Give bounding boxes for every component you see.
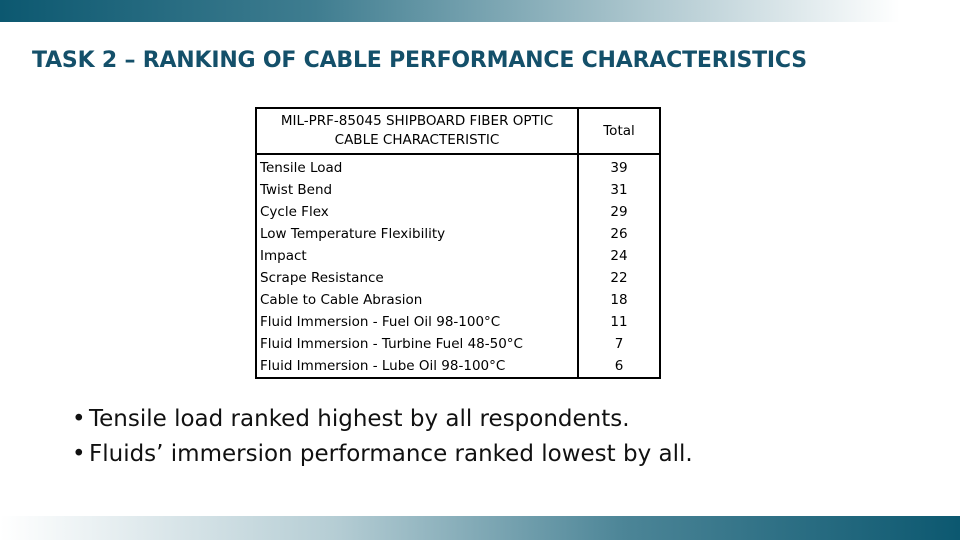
table-row: Scrape Resistance 22	[255, 267, 661, 289]
table-header-row: MIL-PRF-85045 SHIPBOARD FIBER OPTIC CABL…	[255, 107, 661, 155]
table-row: Impact 24	[255, 245, 661, 267]
bullet-dot-icon: •	[72, 441, 86, 467]
row-characteristic: Fluid Immersion - Fuel Oil 98-100°C	[255, 311, 579, 333]
row-characteristic: Tensile Load	[255, 154, 579, 179]
top-gradient-bar	[0, 0, 900, 22]
table-row: Cable to Cable Abrasion 18	[255, 289, 661, 311]
row-characteristic: Low Temperature Flexibility	[255, 223, 579, 245]
row-characteristic: Impact	[255, 245, 579, 267]
row-characteristic: Fluid Immersion - Turbine Fuel 48-50°C	[255, 333, 579, 355]
slide-title: TASK 2 – RANKING OF CABLE PERFORMANCE CH…	[32, 48, 807, 73]
table-row: Low Temperature Flexibility 26	[255, 223, 661, 245]
row-characteristic: Cable to Cable Abrasion	[255, 289, 579, 311]
row-total: 6	[577, 355, 661, 379]
table-row: Fluid Immersion - Turbine Fuel 48-50°C 7	[255, 333, 661, 355]
bullet-item: • Tensile load ranked highest by all resp…	[72, 402, 693, 437]
bullet-dot-icon: •	[72, 406, 86, 432]
row-characteristic: Cycle Flex	[255, 201, 579, 223]
table-row: Fluid Immersion - Lube Oil 98-100°C 6	[255, 355, 661, 379]
row-total: 39	[577, 154, 661, 179]
table-row: Cycle Flex 29	[255, 201, 661, 223]
table-row: Twist Bend 31	[255, 179, 661, 201]
header-total: Total	[577, 107, 661, 155]
bullet-item: • Fluids’ immersion performance ranked lo…	[72, 437, 693, 472]
table-row: Tensile Load 39	[255, 154, 661, 179]
row-characteristic: Fluid Immersion - Lube Oil 98-100°C	[255, 355, 579, 379]
row-total: 24	[577, 245, 661, 267]
row-characteristic: Twist Bend	[255, 179, 579, 201]
table-row: Fluid Immersion - Fuel Oil 98-100°C 11	[255, 311, 661, 333]
bottom-gradient-bar	[0, 516, 960, 540]
bullet-list: • Tensile load ranked highest by all resp…	[72, 402, 693, 472]
row-characteristic: Scrape Resistance	[255, 267, 579, 289]
row-total: 11	[577, 311, 661, 333]
row-total: 29	[577, 201, 661, 223]
ranking-table: MIL-PRF-85045 SHIPBOARD FIBER OPTIC CABL…	[255, 107, 661, 379]
header-characteristic: MIL-PRF-85045 SHIPBOARD FIBER OPTIC CABL…	[255, 107, 579, 155]
bullet-text: Tensile load ranked highest by all respo…	[89, 406, 630, 432]
row-total: 18	[577, 289, 661, 311]
row-total: 26	[577, 223, 661, 245]
bullet-text: Fluids’ immersion performance ranked low…	[89, 441, 693, 467]
row-total: 22	[577, 267, 661, 289]
row-total: 7	[577, 333, 661, 355]
row-total: 31	[577, 179, 661, 201]
